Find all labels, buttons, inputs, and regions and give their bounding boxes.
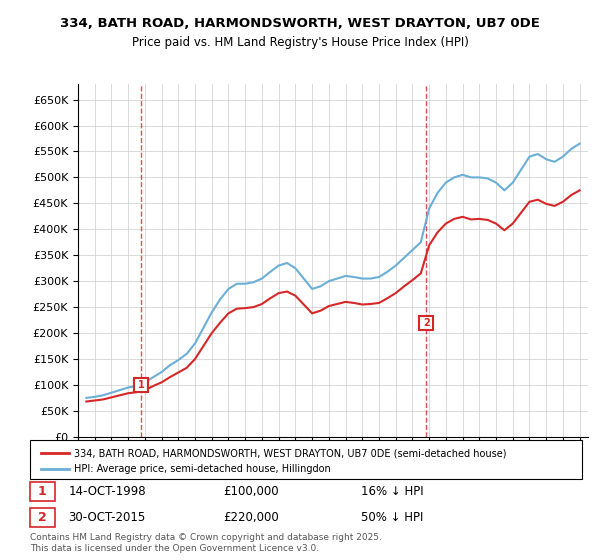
- Text: 2: 2: [423, 318, 430, 328]
- Text: Contains HM Land Registry data © Crown copyright and database right 2025.
This d: Contains HM Land Registry data © Crown c…: [30, 533, 382, 553]
- Text: Price paid vs. HM Land Registry's House Price Index (HPI): Price paid vs. HM Land Registry's House …: [131, 36, 469, 49]
- Text: 334, BATH ROAD, HARMONDSWORTH, WEST DRAYTON, UB7 0DE: 334, BATH ROAD, HARMONDSWORTH, WEST DRAY…: [60, 17, 540, 30]
- Text: 2: 2: [38, 511, 47, 524]
- Text: 30-OCT-2015: 30-OCT-2015: [68, 511, 146, 524]
- FancyBboxPatch shape: [30, 507, 55, 526]
- Text: 1: 1: [138, 380, 145, 390]
- Text: 16% ↓ HPI: 16% ↓ HPI: [361, 486, 424, 498]
- FancyBboxPatch shape: [30, 440, 582, 479]
- Text: £100,000: £100,000: [223, 486, 279, 498]
- Text: 14-OCT-1998: 14-OCT-1998: [68, 486, 146, 498]
- Text: £220,000: £220,000: [223, 511, 279, 524]
- Text: 334, BATH ROAD, HARMONDSWORTH, WEST DRAYTON, UB7 0DE (semi-detached house): 334, BATH ROAD, HARMONDSWORTH, WEST DRAY…: [74, 449, 506, 458]
- Text: 1: 1: [38, 486, 47, 498]
- FancyBboxPatch shape: [30, 482, 55, 502]
- Text: HPI: Average price, semi-detached house, Hillingdon: HPI: Average price, semi-detached house,…: [74, 464, 331, 474]
- Text: 50% ↓ HPI: 50% ↓ HPI: [361, 511, 424, 524]
